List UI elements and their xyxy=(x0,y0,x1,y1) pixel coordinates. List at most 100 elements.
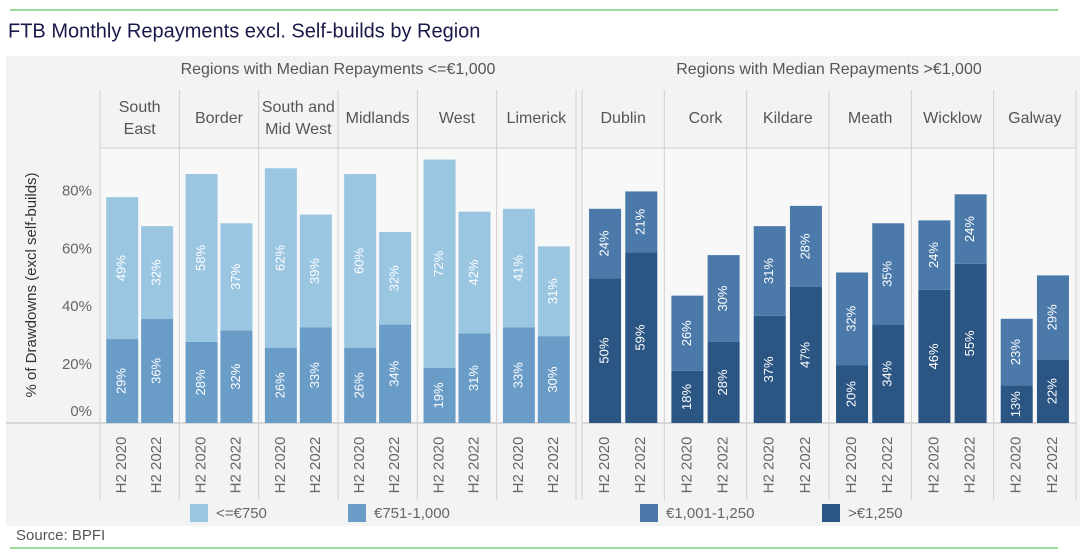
bar-segment xyxy=(379,324,412,423)
bar-segment xyxy=(344,347,377,423)
bar-segment xyxy=(836,365,869,423)
value-label: 29% xyxy=(1044,304,1059,330)
y-axis-title: % of Drawdowns (excl self-builds) xyxy=(23,172,40,397)
bar-segment xyxy=(537,336,570,423)
legend-swatch xyxy=(190,504,208,522)
value-label: 42% xyxy=(466,259,481,285)
bar-segment xyxy=(671,295,704,371)
legend-swatch xyxy=(348,504,366,522)
y-tick-label: 0% xyxy=(70,403,92,420)
bar-segment xyxy=(872,223,905,325)
value-label: 13% xyxy=(1008,391,1023,417)
bar-segment xyxy=(918,289,951,423)
group-title: Regions with Median Repayments >€1,000 xyxy=(676,61,982,78)
bar-segment xyxy=(1036,359,1069,423)
x-tick-label: H2 2020 xyxy=(431,437,448,494)
bar-segment xyxy=(141,318,174,423)
region-label: South and Mid West xyxy=(262,99,335,138)
value-label: 55% xyxy=(962,330,977,356)
y-tick-label: 80% xyxy=(62,182,92,199)
bar-segment xyxy=(625,252,658,423)
bar-segment xyxy=(872,324,905,423)
bar-segment xyxy=(671,370,704,423)
value-label: 22% xyxy=(1044,378,1059,404)
bar-segment xyxy=(589,208,622,279)
bar-segment xyxy=(707,255,740,342)
value-label: 37% xyxy=(228,263,243,289)
value-label: 31% xyxy=(545,278,560,304)
value-label: 35% xyxy=(880,260,895,286)
region-label: Galway xyxy=(1008,110,1061,127)
value-label: 37% xyxy=(761,356,776,382)
value-label: 29% xyxy=(114,368,129,394)
bar-segment xyxy=(185,174,218,342)
y-tick-label: 20% xyxy=(62,356,92,373)
legend-label: €1,001-1,250 xyxy=(666,505,754,522)
bar-segment xyxy=(423,159,456,368)
region-label: Limerick xyxy=(507,110,568,127)
value-label: 24% xyxy=(596,230,611,256)
x-tick-label: H2 2020 xyxy=(272,437,289,494)
bar-segment xyxy=(789,205,822,287)
value-label: 20% xyxy=(843,381,858,407)
bar-segment xyxy=(836,272,869,366)
bar-segment xyxy=(264,168,297,348)
x-tick-label: H2 2022 xyxy=(227,437,244,494)
bar-segment xyxy=(707,341,740,423)
value-label: 21% xyxy=(633,208,648,234)
bar-segment xyxy=(220,223,253,331)
bar-segment xyxy=(344,174,377,348)
bar-segment xyxy=(106,197,139,340)
bar-segment xyxy=(502,208,535,328)
bar-segment xyxy=(625,191,658,253)
value-label: 32% xyxy=(228,363,243,389)
source: Source: BPFI xyxy=(16,527,105,544)
value-label: 33% xyxy=(307,362,322,388)
bar-segment xyxy=(423,368,456,423)
x-tick-label: H2 2022 xyxy=(1044,437,1061,494)
x-tick-label: H2 2022 xyxy=(715,437,732,494)
x-tick-label: H2 2020 xyxy=(1008,437,1025,494)
value-label: 50% xyxy=(596,337,611,363)
value-label: 31% xyxy=(466,365,481,391)
value-label: 34% xyxy=(387,360,402,386)
legend-label: €751-1,000 xyxy=(374,505,450,522)
value-label: 30% xyxy=(545,366,560,392)
value-label: 34% xyxy=(880,360,895,386)
bar-segment xyxy=(789,286,822,423)
x-tick-label: H2 2020 xyxy=(510,437,527,494)
value-label: 47% xyxy=(797,342,812,368)
value-label: 28% xyxy=(797,233,812,259)
legend-swatch xyxy=(640,504,658,522)
bar-segment xyxy=(753,226,786,316)
y-tick-label: 60% xyxy=(62,240,92,257)
x-tick-label: H2 2022 xyxy=(307,437,324,494)
value-label: 32% xyxy=(387,265,402,291)
value-label: 23% xyxy=(1008,339,1023,365)
bar-segment xyxy=(264,347,297,423)
value-label: 46% xyxy=(926,343,941,369)
bar-segment xyxy=(537,246,570,337)
region-label: Meath xyxy=(848,110,892,127)
value-label: 58% xyxy=(193,245,208,271)
bar-segment xyxy=(589,278,622,423)
bar-segment xyxy=(918,220,951,290)
bar-segment xyxy=(141,226,174,319)
value-label: 32% xyxy=(149,259,164,285)
region-label: Midlands xyxy=(346,110,410,127)
value-label: 24% xyxy=(962,216,977,242)
value-label: 26% xyxy=(272,372,287,398)
value-label: 28% xyxy=(715,369,730,395)
value-label: 36% xyxy=(149,357,164,383)
region-label: Dublin xyxy=(600,110,645,127)
bar-segment xyxy=(954,263,987,423)
bar-segment xyxy=(458,211,491,334)
value-label: 31% xyxy=(761,258,776,284)
chart-title: FTB Monthly Repayments excl. Self-builds… xyxy=(8,20,480,42)
group-title: Regions with Median Repayments <=€1,000 xyxy=(181,61,496,78)
bar-segment xyxy=(753,315,786,423)
bar-segment xyxy=(458,333,491,423)
x-tick-label: H2 2020 xyxy=(843,437,860,494)
bar-segment xyxy=(379,231,412,325)
